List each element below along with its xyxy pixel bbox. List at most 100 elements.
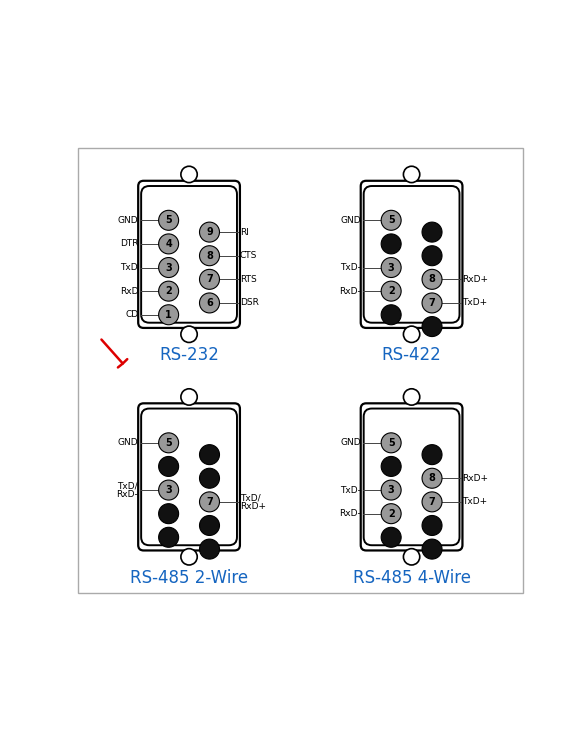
Text: 6: 6 <box>206 298 213 308</box>
Text: 3: 3 <box>165 262 172 273</box>
Text: CD: CD <box>125 310 138 320</box>
FancyBboxPatch shape <box>361 403 462 550</box>
Text: GND: GND <box>118 438 138 447</box>
Text: RI: RI <box>240 228 249 237</box>
Circle shape <box>181 166 197 183</box>
Circle shape <box>159 527 179 548</box>
Text: RS-422: RS-422 <box>381 346 441 364</box>
Circle shape <box>381 281 401 301</box>
Circle shape <box>403 388 420 405</box>
Text: 5: 5 <box>165 438 172 448</box>
FancyBboxPatch shape <box>141 186 237 323</box>
Text: RxD-: RxD- <box>339 509 361 518</box>
Text: TxD/
RxD+: TxD/ RxD+ <box>240 493 266 510</box>
Text: 7: 7 <box>206 274 213 284</box>
Text: GND: GND <box>340 216 361 225</box>
Text: 3: 3 <box>388 485 394 495</box>
Circle shape <box>199 445 220 465</box>
Circle shape <box>422 269 442 290</box>
Circle shape <box>381 457 401 476</box>
FancyBboxPatch shape <box>364 186 459 323</box>
Circle shape <box>199 293 220 313</box>
Circle shape <box>159 257 179 278</box>
Circle shape <box>181 388 197 405</box>
Text: TxD+: TxD+ <box>462 498 488 507</box>
Text: TxD: TxD <box>121 263 138 272</box>
Circle shape <box>199 269 220 290</box>
Text: 7: 7 <box>428 497 435 507</box>
Text: GND: GND <box>118 216 138 225</box>
Circle shape <box>381 480 401 500</box>
Circle shape <box>159 305 179 325</box>
Text: 5: 5 <box>388 438 394 448</box>
Circle shape <box>403 326 420 342</box>
Circle shape <box>159 281 179 301</box>
Text: GND: GND <box>340 438 361 447</box>
Circle shape <box>159 504 179 523</box>
Text: RxD+: RxD+ <box>462 474 489 483</box>
Circle shape <box>422 492 442 512</box>
Text: 2: 2 <box>388 286 394 296</box>
Text: 8: 8 <box>428 474 435 483</box>
Text: 1: 1 <box>165 310 172 320</box>
Text: CTS: CTS <box>240 251 257 260</box>
Text: RxD: RxD <box>120 287 138 295</box>
Text: RS-485 2-Wire: RS-485 2-Wire <box>130 569 248 586</box>
Text: RxD-: RxD- <box>339 287 361 295</box>
Circle shape <box>422 445 442 465</box>
FancyBboxPatch shape <box>364 408 459 545</box>
Circle shape <box>199 222 220 242</box>
Circle shape <box>381 305 401 325</box>
Text: RTS: RTS <box>240 275 257 284</box>
Circle shape <box>199 515 220 536</box>
Circle shape <box>159 210 179 230</box>
Circle shape <box>422 293 442 313</box>
Circle shape <box>422 515 442 536</box>
Text: 2: 2 <box>165 286 172 296</box>
Circle shape <box>381 234 401 254</box>
Circle shape <box>381 504 401 523</box>
Text: 5: 5 <box>388 216 394 225</box>
Circle shape <box>199 492 220 512</box>
Circle shape <box>199 468 220 488</box>
Text: TxD-: TxD- <box>340 263 361 272</box>
Circle shape <box>381 257 401 278</box>
Circle shape <box>159 480 179 500</box>
Circle shape <box>403 166 420 183</box>
Text: TxD-: TxD- <box>340 485 361 495</box>
Text: 8: 8 <box>206 251 213 261</box>
Circle shape <box>159 234 179 254</box>
Text: 9: 9 <box>206 227 213 237</box>
Text: DTR: DTR <box>120 240 138 248</box>
Circle shape <box>381 527 401 548</box>
FancyBboxPatch shape <box>138 181 240 328</box>
Text: 3: 3 <box>388 262 394 273</box>
Text: 2: 2 <box>388 509 394 519</box>
Circle shape <box>181 326 197 342</box>
Text: 5: 5 <box>165 216 172 225</box>
Text: 4: 4 <box>165 239 172 249</box>
Text: 7: 7 <box>428 298 435 308</box>
FancyBboxPatch shape <box>138 403 240 550</box>
Text: DSR: DSR <box>240 298 259 307</box>
Text: TxD+: TxD+ <box>462 298 488 307</box>
Circle shape <box>199 539 220 559</box>
Circle shape <box>159 433 179 453</box>
Circle shape <box>422 246 442 265</box>
Circle shape <box>422 468 442 488</box>
Circle shape <box>181 548 197 565</box>
FancyBboxPatch shape <box>141 408 237 545</box>
Circle shape <box>381 210 401 230</box>
Text: RS-485 4-Wire: RS-485 4-Wire <box>353 569 471 586</box>
FancyBboxPatch shape <box>78 147 523 593</box>
Circle shape <box>403 548 420 565</box>
Circle shape <box>159 457 179 476</box>
FancyBboxPatch shape <box>361 181 462 328</box>
Text: RS-232: RS-232 <box>159 346 219 364</box>
Text: TxD/
RxD-: TxD/ RxD- <box>117 482 138 498</box>
Circle shape <box>422 317 442 336</box>
Circle shape <box>381 433 401 453</box>
Circle shape <box>199 246 220 265</box>
Text: 8: 8 <box>428 274 435 284</box>
Text: 7: 7 <box>206 497 213 507</box>
